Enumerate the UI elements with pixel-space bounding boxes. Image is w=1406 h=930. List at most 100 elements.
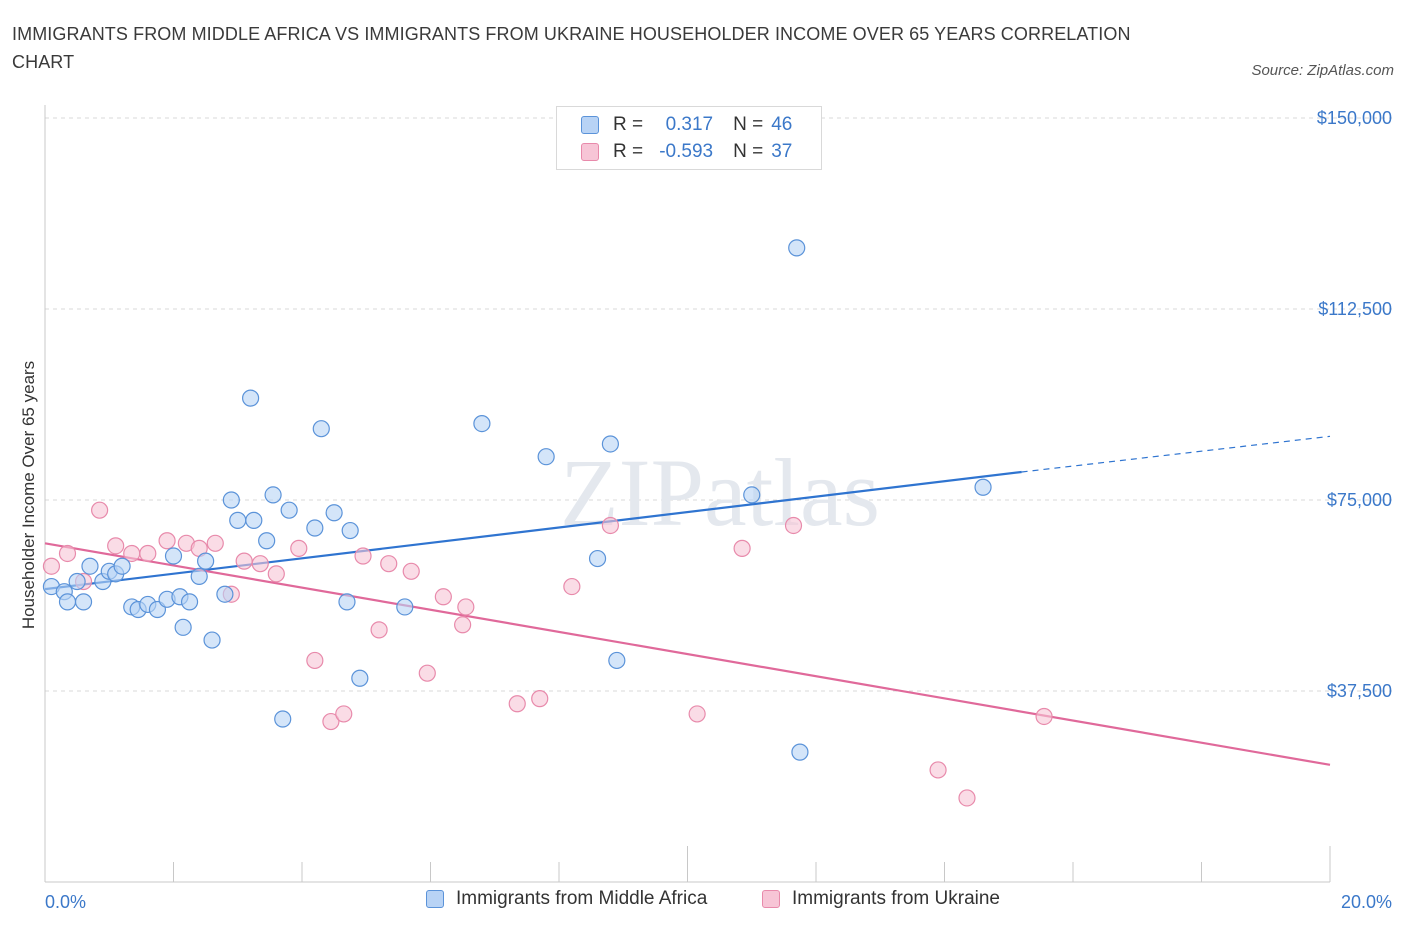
point-ukraine — [784, 516, 803, 535]
x-tick-label: 20.0% — [1341, 892, 1392, 912]
point-ukraine — [958, 789, 976, 807]
point-middle-africa — [325, 504, 343, 522]
correlation-legend: R = 0.317 N = 46 R = -0.593 N = 37 — [556, 106, 822, 170]
legend-r-value: 0.317 — [665, 114, 714, 135]
point-middle-africa — [280, 501, 298, 519]
point-ukraine — [531, 690, 549, 708]
point-ukraine — [158, 532, 176, 550]
data-points — [42, 239, 1053, 807]
legend-swatch-pink — [581, 143, 599, 161]
point-middle-africa — [351, 669, 369, 687]
legend-r-label: R = — [613, 114, 644, 135]
legend-swatch-pink — [762, 890, 780, 908]
point-ukraine — [139, 544, 157, 563]
point-ukraine — [267, 565, 285, 583]
point-ukraine — [290, 539, 308, 557]
point-ukraine — [306, 651, 324, 670]
point-middle-africa — [74, 593, 93, 611]
y-tick-labels: $37,500 $75,000 $112,500 $150,000 — [1317, 108, 1392, 701]
point-ukraine — [335, 705, 353, 723]
point-middle-africa — [68, 572, 86, 591]
point-middle-africa — [197, 552, 215, 570]
point-middle-africa — [229, 511, 247, 529]
point-middle-africa — [396, 598, 414, 616]
axes — [44, 105, 1331, 883]
point-middle-africa — [81, 557, 99, 575]
point-middle-africa — [341, 521, 359, 540]
legend-item-ukraine: Immigrants from Ukraine — [762, 888, 1000, 910]
point-ukraine — [354, 547, 372, 565]
trend-line-middle-africa-extension — [1021, 435, 1331, 473]
point-ukraine — [733, 539, 751, 557]
legend-swatch-blue — [426, 890, 444, 908]
legend-label-middle-africa: Immigrants from Middle Africa — [456, 888, 708, 909]
legend-swatch-blue — [581, 116, 599, 134]
chart-source: Source: ZipAtlas.com — [1251, 62, 1394, 79]
point-middle-africa — [306, 519, 324, 537]
point-middle-africa — [264, 486, 282, 504]
legend-r-label: R = — [613, 141, 644, 162]
legend-n-value: 46 — [771, 114, 793, 135]
x-tick-labels: 0.0% 20.0% — [45, 892, 1392, 912]
point-ukraine — [370, 621, 388, 639]
legend-r-value: -0.593 — [659, 141, 714, 162]
y-tick-label: $112,500 — [1318, 299, 1392, 319]
y-tick-label: $75,000 — [1327, 490, 1392, 510]
point-middle-africa — [164, 547, 183, 565]
point-middle-africa — [312, 420, 330, 438]
point-middle-africa — [601, 435, 620, 453]
point-middle-africa — [190, 567, 208, 586]
legend-row-middle-africa: R = 0.317 N = 46 — [581, 112, 792, 138]
point-ukraine — [206, 534, 224, 552]
point-ukraine — [380, 555, 398, 573]
point-middle-africa — [113, 557, 131, 575]
point-ukraine — [402, 562, 420, 580]
legend-label-ukraine: Immigrants from Ukraine — [792, 888, 1000, 909]
point-ukraine — [1035, 707, 1053, 726]
point-ukraine — [508, 695, 526, 713]
point-middle-africa — [203, 631, 221, 649]
point-ukraine — [457, 598, 475, 616]
y-tick-label: $150,000 — [1317, 108, 1392, 128]
point-middle-africa — [180, 593, 199, 611]
point-ukraine — [418, 664, 436, 682]
point-middle-africa — [588, 549, 607, 568]
legend-row-ukraine: R = -0.593 N = 37 — [581, 139, 792, 165]
point-ukraine — [434, 588, 452, 606]
legend-n-label: N = — [733, 114, 764, 135]
legend-item-middle-africa: Immigrants from Middle Africa — [426, 888, 707, 910]
point-middle-africa — [791, 743, 809, 761]
point-middle-africa — [242, 389, 260, 407]
legend-n-value: 37 — [771, 141, 793, 162]
point-ukraine — [91, 501, 109, 519]
legend-n-label: N = — [733, 141, 764, 162]
point-ukraine — [42, 557, 61, 575]
point-middle-africa — [608, 651, 626, 670]
point-ukraine — [688, 705, 706, 723]
chart-title: IMMIGRANTS FROM MIDDLE AFRICA VS IMMIGRA… — [12, 24, 1131, 72]
point-middle-africa — [58, 593, 77, 611]
trend-lines — [44, 435, 1331, 766]
point-ukraine — [107, 537, 125, 555]
point-middle-africa — [788, 239, 806, 257]
point-middle-africa — [338, 593, 356, 611]
point-ukraine — [454, 616, 472, 634]
point-middle-africa — [216, 585, 234, 603]
point-ukraine — [251, 555, 269, 573]
point-middle-africa — [473, 415, 491, 433]
point-middle-africa — [537, 448, 555, 466]
point-middle-africa — [743, 486, 761, 504]
series-legend: Immigrants from Middle Africa Immigrants… — [0, 888, 1406, 916]
point-middle-africa — [274, 710, 292, 728]
y-axis-label: Householder Income Over 65 years — [19, 361, 38, 629]
x-tick-label: 0.0% — [45, 892, 86, 912]
point-ukraine — [563, 577, 581, 596]
point-ukraine — [601, 516, 620, 535]
point-ukraine — [235, 552, 253, 570]
point-middle-africa — [258, 532, 276, 550]
trend-line-middle-africa — [44, 470, 1022, 591]
point-middle-africa — [245, 511, 263, 529]
point-ukraine — [929, 761, 947, 779]
point-ukraine — [322, 712, 340, 731]
